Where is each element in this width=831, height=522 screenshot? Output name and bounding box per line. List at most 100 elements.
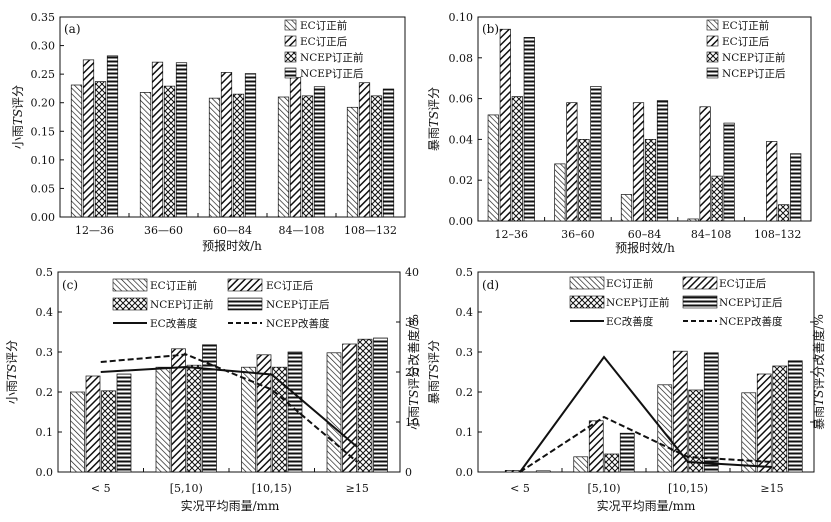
panel-c-y-axis: 0.0 0.1 0.2 0.3 0.4 0.5: [36, 266, 62, 479]
panel-b-bar-ec-after-108-132: [766, 141, 778, 222]
panel-a-bar-ncep-after-60-84: [244, 73, 257, 218]
panel-c-y2-label: 小雨TS评分改善度/%: [406, 314, 421, 430]
panel-c-line-ncep-improvement: [100, 353, 358, 463]
panel-b-x-tick-label-84-108: 84–108: [691, 228, 732, 241]
panel-b-bar-ec-before-36-60: [554, 163, 566, 222]
panel-a-y-axis: 0.00 0.05 0.10 0.15 0.20 0.25 0.30 0.35: [31, 11, 64, 224]
panel-c-x-label: 实况平均雨量/mm: [181, 498, 280, 513]
panel-a-bar-ncep-before-12-36: [94, 81, 107, 218]
legend-swatch-ec-before: [706, 19, 719, 31]
panel-c-y-label: 小雨TS评分: [5, 340, 19, 404]
panel-d-y-tick-label: 0.0: [456, 466, 474, 479]
panel-b-y-label: 暴雨TS评分: [427, 87, 441, 151]
panel-d-x-tick-label-5-10: [5,10): [587, 482, 620, 495]
panel-b-bar-ncep-before-84-108: [711, 175, 723, 222]
legend-label-ncep-before: NCEP订正前: [300, 51, 363, 64]
panel-c-y-tick-label: 0.2: [36, 386, 54, 399]
legend-label-ec-improvement: EC改善度: [150, 317, 198, 330]
panel-d-bar-ec-before-15: [741, 392, 757, 473]
panel-d-bar-ncep-after-5: [535, 470, 551, 473]
panel-c-legend: EC订正前 EC订正后 NCEP订正前 NCEP订正后 EC改善度 NCEP改善…: [112, 278, 330, 330]
panel-c-y-tick-label: 0.4: [36, 306, 54, 319]
panel-d-bar-ec-after-5-10: [588, 420, 604, 473]
panel-a-y-tick-label: 0.35: [31, 11, 56, 24]
panel-d-bar-ec-before-5-10: [573, 456, 589, 473]
panel-a-bar-ec-after-84-108: [289, 77, 302, 218]
legend-label-ncep-before: NCEP订正前: [150, 298, 213, 311]
panel-d-y2-label: 暴雨TS评分改善度/%: [811, 314, 826, 430]
panel-c-bar-ncep-before-15: [357, 338, 373, 473]
panel-a-bar-ec-before-36-60: [139, 92, 152, 218]
panel-a-bar-ncep-after-36-60: [175, 62, 188, 218]
panel-d-y-axis: 0.0 0.1 0.2 0.3 0.4 0.5: [456, 266, 482, 479]
panel-b-x-tick-label-36-60: 36–60: [561, 228, 595, 241]
legend-swatch-ncep-after: [682, 295, 718, 309]
panel-d-line-ncep-improvement: [519, 415, 773, 473]
panel-d-legend: EC订正前 EC订正后 NCEP订正前 NCEP订正后 EC改善度 NCEP改善…: [569, 276, 783, 328]
panel-c-bar-ec-after-5: [85, 375, 101, 473]
legend-swatch-ncep-after: [284, 67, 297, 79]
panel-c-bar-ncep-after-5: [116, 373, 132, 473]
panel-b-bars: [487, 28, 802, 222]
legend-label-ec-before: EC订正前: [722, 19, 769, 32]
legend-label-ec-before: EC订正前: [300, 19, 347, 32]
legend-label-ncep-after: NCEP订正后: [300, 68, 363, 80]
panel-d-bar-ec-after-5: [504, 470, 520, 473]
panel-d-bar-ncep-after-10-15: [703, 352, 719, 473]
panel-b-tag: (b): [482, 22, 499, 36]
panel-d-line-ec-improvement: [519, 355, 773, 473]
panel-d-y2-axis: [810, 271, 814, 473]
panel-d-x-axis: < 5 [5,10) [10,15) ≥15: [510, 468, 784, 495]
panel-b-y-tick-label: 0.04: [449, 133, 474, 146]
panel-c-y2-tick-label: 30: [405, 316, 419, 329]
panel-c-x-axis: < 5 [5,10) [10,15) ≥15: [91, 468, 369, 495]
panel-b-x-label: 预报时效/h: [615, 240, 675, 255]
panel-a-y-tick-label: 0.00: [31, 211, 56, 224]
panel-d-bar-ec-before-10-15: [657, 384, 673, 473]
panel-a-legend: EC订正前 EC订正后 NCEP订正前 NCEP订正后: [284, 19, 363, 80]
panel-c-lines: [100, 353, 358, 463]
panel-b-y-tick-label: 0.10: [449, 11, 474, 24]
legend-label-ncep-after: NCEP订正后: [719, 297, 782, 309]
panel-a-frame: [59, 16, 406, 218]
panel-b-bar-ec-before-84-108: [687, 218, 699, 222]
panel-c-bar-ec-before-15: [326, 352, 342, 473]
panel-b-bar-ec-after-36-60: [566, 102, 578, 222]
panel-d-y-tick-label: 0.2: [456, 386, 474, 399]
panel-d-x-tick-label-5: < 5: [510, 482, 530, 495]
panel-d-lines: [519, 355, 773, 473]
panel-d-x-label: 实况平均雨量/mm: [597, 498, 696, 513]
panel-b-bar-ncep-after-36-60: [590, 86, 602, 222]
panel-c-tiny-rain-ts-by-observed-rain: 0.0 0.1 0.2 0.3 0.4 0.5 0 10 20 30 40 < 5 [5,10) [1…: [5, 266, 421, 513]
panel-c-bar-ec-after-5-10: [171, 348, 186, 473]
panel-a-x-tick-label-36-60: 36—60: [144, 224, 183, 237]
panel-a-x-tick-label-60-84: 60—84: [213, 224, 252, 237]
panel-a-y-label: 小雨TS评分: [11, 85, 25, 149]
panel-b-bar-ec-after-12-36: [499, 28, 511, 222]
legend-label-ec-after: EC订正后: [300, 36, 347, 48]
panel-d-bar-ncep-before-15: [772, 365, 788, 473]
panel-c-tag: (c): [62, 278, 78, 292]
panel-c-y2-tick-label: 0: [405, 466, 412, 479]
panel-b-y-tick-label: 0.02: [449, 174, 474, 187]
panel-b-bar-ec-after-84-108: [699, 106, 711, 222]
panel-a-bar-ncep-before-84-108: [301, 95, 314, 218]
panel-a-y-tick-label: 0.20: [31, 97, 56, 110]
panel-d-y-tick-label: 0.5: [456, 266, 474, 279]
panel-a-bars: [70, 55, 395, 218]
panel-d-bar-ncep-before-10-15: [688, 389, 704, 473]
panel-c-bar-ec-before-10-15: [241, 366, 256, 473]
legend-label-ec-after: EC订正后: [722, 36, 769, 48]
panel-a-x-label: 预报时效/h: [202, 238, 262, 253]
panel-a-bar-ncep-before-108-132: [370, 95, 383, 218]
panel-d-y-label: 暴雨TS评分: [427, 340, 441, 404]
panel-b-bar-ec-after-60-84: [632, 102, 645, 222]
panel-a-y-tick-label: 0.25: [31, 68, 56, 81]
panel-a-bar-ec-before-60-84: [208, 97, 221, 218]
panel-c-y-tick-label: 0.1: [36, 426, 54, 439]
panel-b-bar-ec-before-60-84: [620, 194, 633, 222]
panel-c-bar-ec-before-5: [70, 391, 85, 473]
panel-a-bar-ec-before-12-36: [70, 84, 83, 218]
panel-c-bar-ec-before-5-10: [155, 366, 171, 473]
